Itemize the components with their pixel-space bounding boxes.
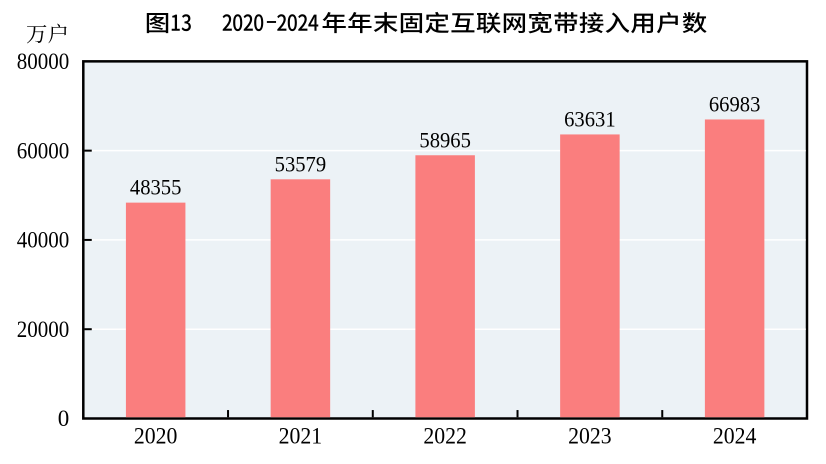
svg-text:2021: 2021: [279, 423, 323, 448]
svg-text:2022: 2022: [423, 423, 467, 448]
svg-text:2024: 2024: [713, 423, 757, 448]
svg-text:58965: 58965: [419, 127, 471, 152]
svg-text:53579: 53579: [275, 151, 327, 176]
svg-text:63631: 63631: [564, 106, 616, 131]
svg-text:2023: 2023: [568, 423, 612, 448]
svg-text:60000: 60000: [17, 138, 70, 163]
svg-text:48355: 48355: [130, 175, 182, 200]
svg-text:20000: 20000: [17, 317, 70, 342]
svg-text:0: 0: [58, 406, 70, 431]
svg-text:2020: 2020: [134, 423, 178, 448]
svg-text:40000: 40000: [17, 228, 70, 253]
svg-text:66983: 66983: [709, 91, 761, 116]
svg-text:80000: 80000: [17, 49, 70, 74]
